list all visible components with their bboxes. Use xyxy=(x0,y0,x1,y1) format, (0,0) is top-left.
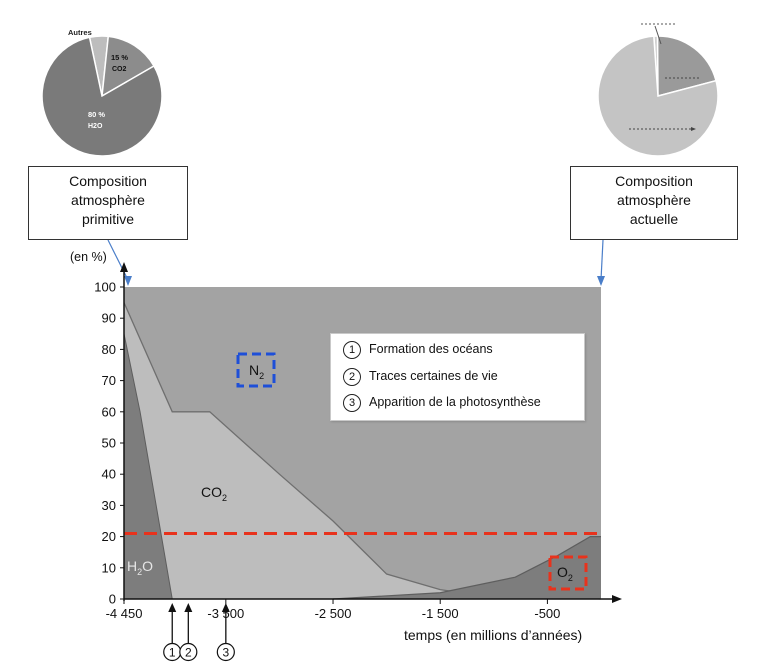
legend: 1 Formation des océans 2 Traces certaines … xyxy=(330,333,585,421)
marker-arrow-head xyxy=(168,603,177,612)
legend-text: Formation des océans xyxy=(369,342,493,356)
x-tick-label: -4 450 xyxy=(106,606,143,621)
y-tick-label: 80 xyxy=(102,342,116,357)
pie-label-co2: CO2 xyxy=(112,66,127,73)
legend-number: 2 xyxy=(343,367,361,386)
n2-label: N2 xyxy=(249,362,264,381)
pie-label-co2-percent: 15 % xyxy=(111,53,128,62)
pie-primitive-slice xyxy=(101,35,155,98)
legend-item: 2 Traces certaines de vie xyxy=(343,366,498,386)
pie-current-atmosphere xyxy=(597,23,719,157)
caption-primitive-line3: primitive xyxy=(81,211,135,227)
o2-area xyxy=(333,536,601,599)
x-tick-label: -2 500 xyxy=(315,606,352,621)
legend-item: 3 Apparition de la photosynthèse xyxy=(343,392,541,412)
caption-current-line1: Composition xyxy=(615,173,693,189)
pie-current-placeholder-arrow xyxy=(691,127,696,131)
legend-text: Apparition de la photosynthèse xyxy=(369,395,541,409)
y-tick-label: 70 xyxy=(102,373,116,388)
y-tick-label: 10 xyxy=(102,560,116,575)
marker-circle xyxy=(216,642,235,662)
y-tick-label: 60 xyxy=(102,404,116,419)
o2-boundary-line xyxy=(332,536,601,600)
pie-primitive-slice xyxy=(41,36,163,157)
y-tick-label: 20 xyxy=(102,529,116,544)
caption-arrows xyxy=(107,239,605,286)
marker-arrow-head xyxy=(184,603,193,612)
caption-primitive: Composition atmosphère primitive xyxy=(28,166,188,240)
x-tick-label: -1 500 xyxy=(422,606,459,621)
caption-primitive-line2: atmosphère xyxy=(71,192,145,208)
pie-current-slice xyxy=(597,35,719,157)
x-tick-label: -500 xyxy=(534,606,560,621)
y-tick-label: 40 xyxy=(102,467,116,482)
y-tick-label: 0 xyxy=(109,592,116,607)
marker-number: 3 xyxy=(222,646,229,660)
caption-primitive-line1: Composition xyxy=(69,173,147,189)
caption-current-line2: atmosphère xyxy=(617,192,691,208)
pie-current-slice xyxy=(656,35,717,97)
caption-arrow-line xyxy=(600,239,604,281)
caption-arrow-head xyxy=(597,276,605,286)
caption-current-line3: actuelle xyxy=(629,211,679,227)
caption-current: Composition atmosphère actuelle xyxy=(570,166,738,240)
x-axis-arrow xyxy=(612,595,622,603)
marker-circle xyxy=(179,642,198,662)
legend-text: Traces certaines de vie xyxy=(369,369,498,383)
marker-arrow-head xyxy=(221,603,230,612)
marker-number: 1 xyxy=(169,646,176,660)
co2-area xyxy=(124,302,601,599)
pie-label-h2o-percent: 80 % xyxy=(88,110,105,119)
y-axis-arrow xyxy=(120,262,128,272)
pie-primitive-atmosphere: Autres 15 % CO2 80 % H2O xyxy=(41,28,163,157)
y-tick-label: 30 xyxy=(102,498,116,513)
pie-label-h2o: H2O xyxy=(88,123,103,130)
o2-label: O2 xyxy=(557,564,573,583)
pie-label-autres: Autres xyxy=(68,28,92,37)
caption-arrow-head xyxy=(124,276,132,286)
co2-label: CO2 xyxy=(201,484,227,503)
marker-number: 2 xyxy=(185,646,192,660)
legend-item: 1 Formation des océans xyxy=(343,339,493,359)
y-axis-label: (en %) xyxy=(70,250,107,264)
pie-current-leader-line xyxy=(654,25,662,45)
legend-number: 1 xyxy=(343,340,361,359)
legend-number: 3 xyxy=(343,393,361,412)
h2o-label: H2O xyxy=(127,558,153,577)
n2-highlight-box xyxy=(236,352,276,388)
y-tick-label: 100 xyxy=(94,280,116,295)
o2-highlight-box xyxy=(548,555,588,591)
y-tick-label: 90 xyxy=(102,311,116,326)
y-tick-label: 50 xyxy=(102,436,116,451)
caption-arrow-line xyxy=(107,239,129,281)
x-axis-label: temps (en millions d’années) xyxy=(404,627,582,643)
